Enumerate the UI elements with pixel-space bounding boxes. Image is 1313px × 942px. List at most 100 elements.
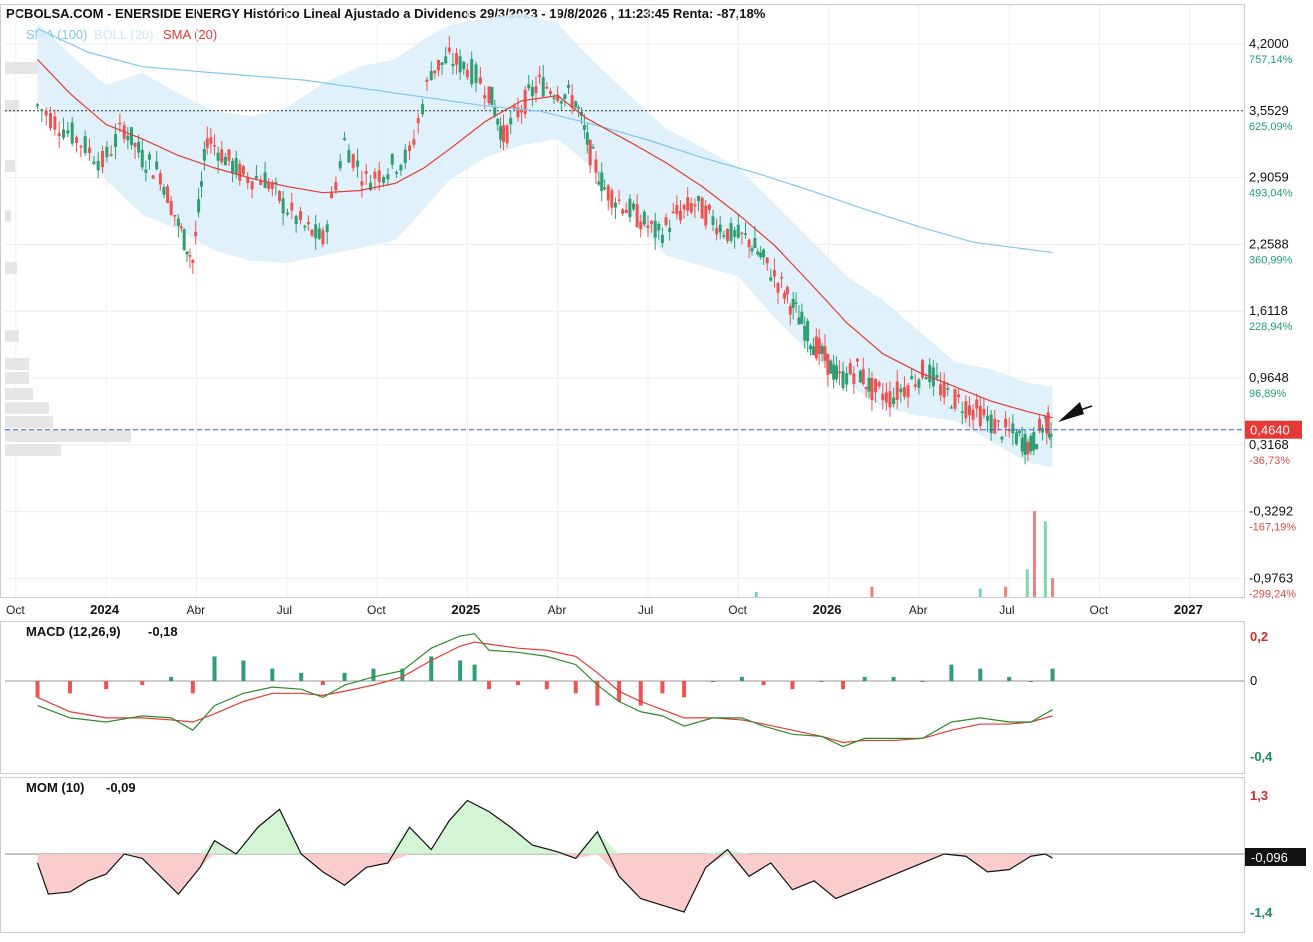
candle-body — [765, 257, 769, 264]
candle-body — [462, 61, 466, 70]
candle-body — [53, 116, 57, 130]
macd-histogram-bar — [949, 664, 954, 681]
candle-body — [436, 59, 440, 71]
volume-profile-bar — [5, 388, 33, 400]
candle-body — [881, 393, 885, 401]
candle-body — [133, 142, 137, 147]
macd-histogram-bar — [371, 668, 376, 681]
candle-body — [548, 91, 552, 95]
candle-body — [986, 415, 990, 421]
macd-histogram-bar — [68, 681, 73, 694]
volume-bar — [870, 586, 874, 597]
candle-body — [509, 117, 513, 125]
candle-body — [216, 152, 220, 161]
candle-body — [231, 160, 235, 174]
candle-body — [563, 94, 567, 100]
candle-body — [530, 87, 534, 97]
candle-body — [817, 338, 821, 355]
macd-title: MACD (12,26,9) — [26, 624, 121, 639]
candle-body — [1011, 423, 1015, 434]
candle-body — [913, 384, 917, 387]
macd-histogram-bar — [458, 660, 463, 681]
legend-sma100: SMA (100) — [26, 27, 87, 42]
price-tick-label: -0,9763 — [1249, 570, 1293, 585]
candle-body — [395, 172, 399, 174]
volume-bar — [1032, 511, 1036, 597]
candle-body — [458, 56, 462, 73]
candle-body — [83, 136, 87, 153]
candle-body — [591, 147, 595, 149]
candle-body — [351, 154, 355, 168]
candle-body — [791, 299, 795, 308]
candle-body — [776, 283, 780, 293]
candle-body — [101, 150, 105, 168]
price-axis: 4,2000 757,14% 3,5529 625,09% 2,9059 493,04% 2… — [1245, 36, 1302, 600]
volume-profile-bar — [5, 262, 17, 274]
price-tick-label: 2,2588 — [1249, 236, 1289, 251]
candle-body — [921, 360, 925, 378]
candle-body — [545, 86, 549, 89]
candle-body — [772, 270, 776, 277]
last-price-badge — [1245, 420, 1302, 439]
time-label: Oct — [1090, 603, 1109, 617]
candle-body — [478, 77, 482, 84]
macd-histogram-bar — [241, 660, 246, 681]
candle-body — [298, 211, 302, 221]
candle-body — [317, 228, 321, 239]
macd-histogram-bar — [472, 664, 477, 681]
candle-body — [867, 377, 871, 392]
candle-body — [594, 159, 598, 173]
arrow-marker — [1058, 402, 1084, 422]
macd-histogram-bar — [299, 672, 304, 681]
candle-body — [483, 95, 487, 99]
price-tick-label: 1,6118 — [1249, 303, 1288, 318]
candle-body — [140, 149, 144, 168]
legend-boll: BOLL (20) — [94, 27, 154, 42]
candle-body — [465, 69, 469, 78]
candle-body — [852, 373, 856, 384]
candle-body — [884, 392, 888, 403]
macd-histogram-bar — [660, 681, 665, 694]
macd-axis-label: -0,4 — [1250, 749, 1273, 764]
bollinger-band — [37, 13, 1053, 468]
macd-axis-label: 0,2 — [1250, 629, 1268, 644]
candle-body — [151, 175, 155, 179]
candle-body — [729, 223, 733, 241]
candle-body — [837, 371, 841, 374]
candle-body — [270, 182, 274, 189]
candle-body — [606, 185, 610, 201]
macd-line — [37, 633, 1053, 748]
candle-body — [444, 56, 448, 64]
candle-body — [559, 101, 563, 104]
candle-body — [523, 89, 527, 115]
candle-body — [585, 132, 589, 145]
macd-histogram-bar — [891, 676, 896, 681]
volume-profile-bar — [5, 444, 61, 456]
candle-body — [92, 161, 96, 164]
candle-body — [845, 373, 849, 385]
candle-body — [306, 221, 310, 224]
candle-body — [982, 408, 986, 416]
pct-tick-label: 360,99% — [1249, 254, 1293, 266]
mom-last-label: -0,096 — [1251, 850, 1288, 865]
candle-body — [96, 160, 100, 171]
candle-body — [660, 234, 664, 244]
macd-histogram-bar — [711, 681, 715, 682]
macd-histogram-bar — [320, 681, 325, 686]
price-tick-label: 2,9059 — [1249, 170, 1289, 185]
pct-tick-label: -36,73% — [1249, 455, 1290, 467]
candle-body — [197, 199, 201, 213]
price-tick-label: 0,3168 — [1249, 437, 1289, 452]
candle-body — [931, 367, 935, 387]
candle-body — [783, 292, 787, 299]
candle-body — [1000, 436, 1004, 440]
macd-histogram-bar — [573, 681, 578, 694]
macd-histogram-bar — [1028, 681, 1033, 682]
time-axis: Oct 2024 Abr Jul Oct 2025 Abr Jul Oct 2026 Abr Jul O… — [6, 602, 1203, 617]
candle-body — [399, 164, 403, 171]
candle-body — [169, 200, 173, 215]
candle-body — [1004, 418, 1008, 428]
candle-body — [259, 180, 263, 185]
candle-body — [1040, 428, 1044, 433]
candle-body — [707, 204, 711, 210]
